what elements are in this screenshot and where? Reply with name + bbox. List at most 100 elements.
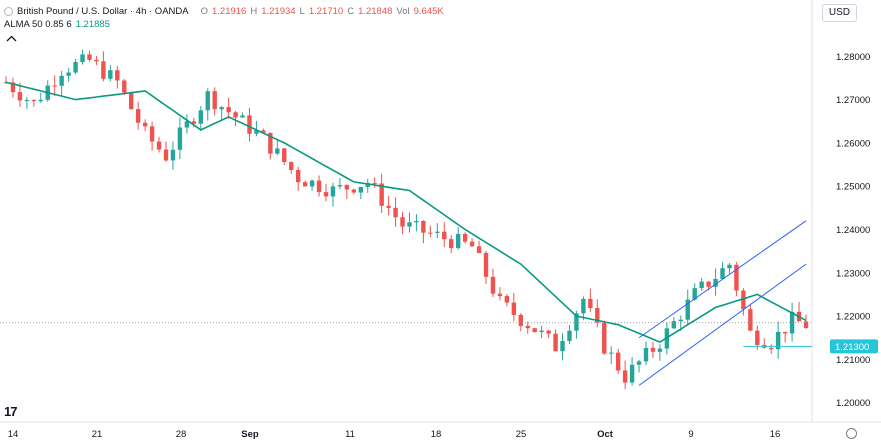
legend-alma-row: ALMA 50 0.85 6 1.21885	[4, 18, 444, 31]
candle-body	[247, 115, 252, 134]
candle-body	[295, 169, 301, 183]
candle-body	[38, 99, 43, 102]
grid	[0, 0, 881, 423]
candle-body	[184, 121, 190, 128]
candle-body	[101, 61, 106, 79]
y-tick-label: 1.25000	[836, 182, 870, 193]
candle-body	[532, 328, 537, 333]
candle-body	[254, 130, 259, 134]
price-tag-label: 1.21300	[835, 342, 869, 353]
candle-body	[10, 82, 16, 93]
volume-label: Vol	[396, 6, 410, 17]
candle-body	[699, 281, 704, 289]
candle-body	[692, 288, 697, 300]
candle-body	[142, 122, 148, 127]
candle-body	[775, 331, 781, 350]
candle-body	[685, 299, 690, 320]
alma-label[interactable]: ALMA 50 0.85 6	[4, 19, 72, 30]
candle-body	[574, 313, 579, 331]
candle-body	[476, 246, 482, 253]
candle-body	[149, 126, 155, 142]
low-value: 1.21710	[308, 6, 344, 17]
candle-body	[518, 314, 523, 326]
candle-body	[803, 321, 809, 329]
candle-body	[212, 91, 217, 110]
legend: British Pound / U.S. Dollar · 4h · OANDA…	[4, 5, 444, 31]
x-axis: 14 21 28 Sep 11 18 25 Oct 9 16	[8, 429, 781, 440]
channel-trendline	[638, 220, 807, 339]
tradingview-logo[interactable]: 17	[4, 404, 18, 419]
alma-value: 1.21885	[75, 19, 110, 30]
candle-body	[490, 276, 496, 294]
x-tick-label: 11	[345, 429, 355, 440]
y-tick-label: 1.23000	[836, 268, 870, 279]
candle-body	[226, 107, 231, 113]
candle-body	[365, 182, 370, 187]
candle-body	[135, 109, 141, 123]
candle-body	[94, 59, 99, 62]
candle-body	[386, 205, 391, 208]
open-label: O	[200, 6, 208, 17]
candle-body	[337, 185, 343, 187]
candle-body	[219, 107, 224, 110]
candles	[3, 49, 809, 390]
candle-body	[379, 183, 384, 206]
symbol-title[interactable]: British Pound / U.S. Dollar · 4h · OANDA	[17, 6, 189, 17]
settings-icon[interactable]	[846, 428, 857, 439]
candle-body	[115, 70, 120, 81]
candle-body	[713, 278, 718, 287]
candle-body	[323, 192, 329, 197]
candle-body	[316, 180, 322, 193]
candle-body	[449, 239, 454, 249]
candle-body	[52, 85, 57, 87]
candle-body	[588, 298, 593, 308]
candle-body	[748, 309, 753, 331]
candle-body	[428, 232, 433, 234]
channel-trendline	[638, 263, 807, 386]
candle-body	[741, 290, 746, 310]
candle-body	[609, 352, 614, 354]
channel-lines	[0, 220, 812, 386]
candle-body	[643, 347, 649, 362]
candle-body	[442, 231, 447, 240]
candle-body	[769, 347, 774, 350]
x-tick-label: Oct	[597, 429, 614, 440]
price-tag-box	[830, 339, 878, 354]
y-tick-label: 1.20000	[836, 398, 870, 409]
collapse-legend-icon[interactable]	[5, 33, 18, 44]
legend-symbol-row: British Pound / U.S. Dollar · 4h · OANDA…	[4, 5, 444, 18]
currency-button[interactable]: USD	[821, 4, 857, 22]
candle-body	[122, 80, 127, 93]
x-tick-label: 18	[431, 429, 442, 440]
candle-body	[344, 185, 350, 190]
close-label: C	[347, 6, 355, 17]
close-value: 1.21848	[358, 6, 393, 17]
candle-body	[462, 233, 468, 242]
candle-body	[156, 141, 162, 150]
candle-body	[504, 296, 510, 303]
candle-body	[469, 241, 475, 247]
x-tick-label: 16	[770, 429, 781, 440]
open-value: 1.21916	[211, 6, 247, 17]
candle-body	[309, 180, 315, 187]
y-tick-label: 1.26000	[836, 138, 870, 149]
candle-body	[455, 233, 461, 249]
alma-line	[5, 81, 807, 343]
candle-body	[636, 361, 642, 365]
symbol-status-icon	[4, 7, 13, 16]
candle-body	[282, 148, 287, 163]
candle-body	[650, 347, 656, 352]
y-tick-label: 1.22000	[836, 312, 870, 323]
candle-body	[129, 92, 134, 110]
candle-body	[205, 91, 210, 111]
candle-body	[372, 182, 377, 184]
candle-body	[233, 112, 238, 118]
y-tick-label: 1.28000	[836, 52, 870, 63]
candle-body	[567, 330, 572, 341]
candle-body	[546, 330, 551, 334]
volume-value: 9.645K	[413, 6, 444, 17]
candle-body	[727, 264, 732, 269]
candle-body	[191, 121, 197, 124]
candle-body	[17, 92, 23, 101]
